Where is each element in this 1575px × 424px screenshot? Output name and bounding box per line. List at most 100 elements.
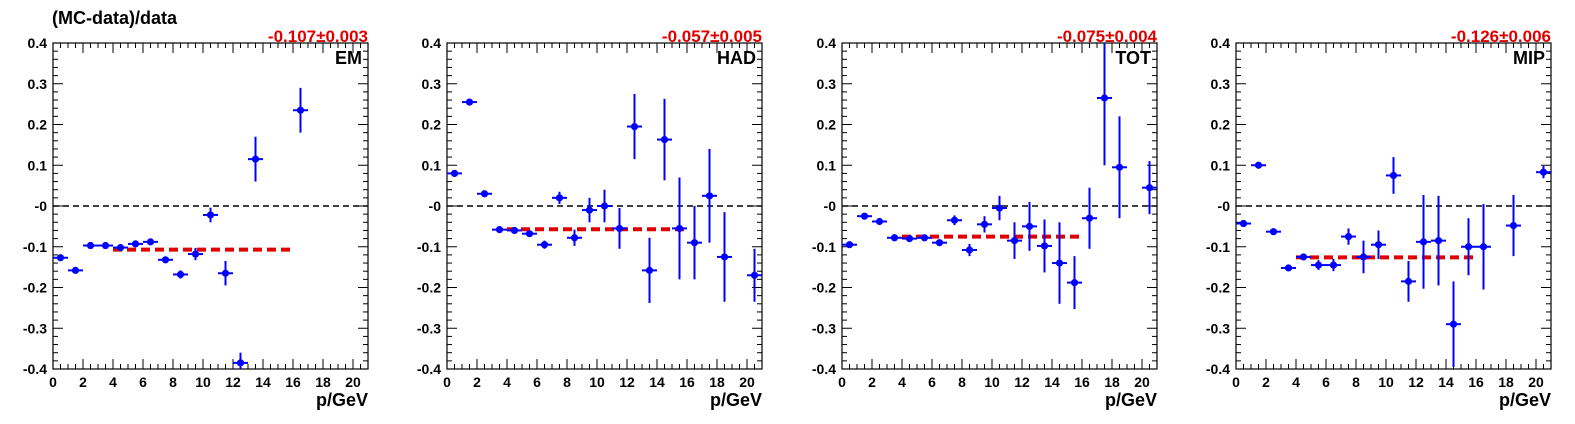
- y-tick-label: 0.4: [1211, 35, 1231, 51]
- fit-result-label: -0.057±0.005: [662, 27, 762, 46]
- data-point: [705, 192, 714, 200]
- data-point: [1254, 161, 1263, 169]
- x-tick-label: 2: [1262, 374, 1270, 390]
- plot-frame: [1235, 42, 1552, 370]
- data-point: [1389, 171, 1398, 180]
- x-tick-label: 10: [984, 374, 1000, 390]
- panel-tag: EM: [335, 48, 362, 68]
- y-tick-label: 0.4: [28, 35, 48, 51]
- data-point: [1299, 253, 1308, 261]
- x-tick-label: 12: [225, 374, 241, 390]
- x-tick-label: 6: [533, 374, 541, 390]
- data-point: [1434, 237, 1443, 245]
- x-tick-label: 20: [345, 374, 361, 390]
- data-point: [615, 224, 624, 233]
- y-tick-label: -0.2: [812, 280, 836, 296]
- panel-tag: MIP: [1513, 48, 1545, 68]
- x-tick-label: 14: [1044, 374, 1060, 390]
- y-tick-label: -0.4: [417, 361, 441, 377]
- y-tick-label: -0: [35, 198, 48, 214]
- y-tick-label: 0.3: [422, 76, 442, 92]
- y-tick-label: 0.1: [817, 157, 837, 173]
- data-point: [645, 266, 654, 274]
- data-point: [690, 239, 699, 247]
- y-tick-label: 0.2: [817, 117, 837, 133]
- data-point: [1449, 320, 1458, 328]
- x-tick-label: 6: [1322, 374, 1330, 390]
- y-tick-label: -0.2: [417, 280, 441, 296]
- data-point: [555, 194, 564, 202]
- y-tick-label: 0.2: [1211, 117, 1231, 133]
- x-axis-label: p/GeV: [710, 390, 762, 410]
- y-tick-label: -0.2: [1206, 280, 1230, 296]
- data-point: [600, 202, 609, 210]
- data-point: [86, 241, 95, 250]
- data-point: [1100, 94, 1109, 102]
- data-point: [450, 169, 459, 177]
- y-tick-label: -0: [824, 198, 837, 214]
- x-tick-label: 4: [109, 374, 117, 390]
- panel-mip: -0.4 -0.3 -0.2 -0.1 -0 0.1 0.2 0.3 0.4 0 2 4 6 8 10 12 1…: [1206, 27, 1552, 410]
- data-points: [53, 87, 308, 369]
- data-points: [447, 93, 762, 303]
- x-tick-label: 12: [1014, 374, 1030, 390]
- data-point: [920, 234, 929, 242]
- data-point: [630, 122, 639, 131]
- data-point: [465, 98, 474, 106]
- x-tick-label: 18: [1104, 374, 1120, 390]
- data-point: [1464, 243, 1473, 251]
- data-points: [1236, 157, 1551, 367]
- panel-em: -0.4 -0.3 -0.2 -0.1 -0 0.1 0.2 0.3 0.4 0 2 4 6 8 10 12 1…: [23, 27, 369, 410]
- data-point: [1374, 241, 1383, 249]
- data-point: [1040, 242, 1049, 250]
- x-tick-label: 4: [503, 374, 511, 390]
- data-point: [101, 241, 110, 250]
- data-point: [56, 254, 65, 262]
- data-point: [296, 106, 305, 114]
- data-point: [1239, 219, 1248, 228]
- y-tick-label: -0.4: [1206, 361, 1230, 377]
- data-point: [585, 206, 594, 214]
- y-tick-label: -0.1: [812, 239, 836, 255]
- data-point: [1025, 222, 1034, 230]
- fit-result-label: -0.107±0.003: [268, 27, 368, 46]
- y-tick-label: 0.2: [422, 117, 442, 133]
- data-point: [1085, 214, 1094, 222]
- data-point: [720, 253, 729, 261]
- y-tick-label: -0.4: [23, 361, 47, 377]
- data-point: [221, 269, 230, 277]
- data-point: [570, 234, 579, 242]
- data-point: [1479, 243, 1488, 251]
- x-tick-label: 2: [473, 374, 481, 390]
- y-tick-label: 0.1: [422, 157, 442, 173]
- data-point: [845, 241, 854, 249]
- x-tick-label: 12: [619, 374, 635, 390]
- y-tick-label: 0.4: [422, 35, 442, 51]
- x-tick-label: 8: [958, 374, 966, 390]
- y-tick-label: -0.1: [417, 239, 441, 255]
- data-point: [1359, 253, 1368, 261]
- data-point: [495, 226, 504, 234]
- x-tick-label: 0: [1232, 374, 1240, 390]
- panel-had: -0.4 -0.3 -0.2 -0.1 -0 0.1 0.2 0.3 0.4 0 2 4 6 8 10 12 1…: [417, 27, 763, 410]
- data-point: [1509, 221, 1518, 230]
- data-point: [176, 270, 185, 279]
- y-tick-label: -0.3: [1206, 320, 1230, 336]
- y-tick-label: -0.4: [812, 361, 836, 377]
- x-tick-label: 14: [255, 374, 271, 390]
- x-axis-label: p/GeV: [1499, 390, 1551, 410]
- data-point: [890, 234, 899, 242]
- y-tick-label: -0: [1218, 198, 1231, 214]
- data-point: [1404, 277, 1413, 285]
- panel-tag: HAD: [717, 48, 756, 68]
- data-point: [1284, 264, 1293, 272]
- x-tick-label: 6: [928, 374, 936, 390]
- x-tick-label: 16: [1468, 374, 1484, 390]
- data-point: [1055, 259, 1064, 267]
- y-tick-label: -0.3: [417, 320, 441, 336]
- data-point: [1419, 238, 1428, 246]
- data-point: [875, 217, 884, 226]
- x-tick-label: 20: [739, 374, 755, 390]
